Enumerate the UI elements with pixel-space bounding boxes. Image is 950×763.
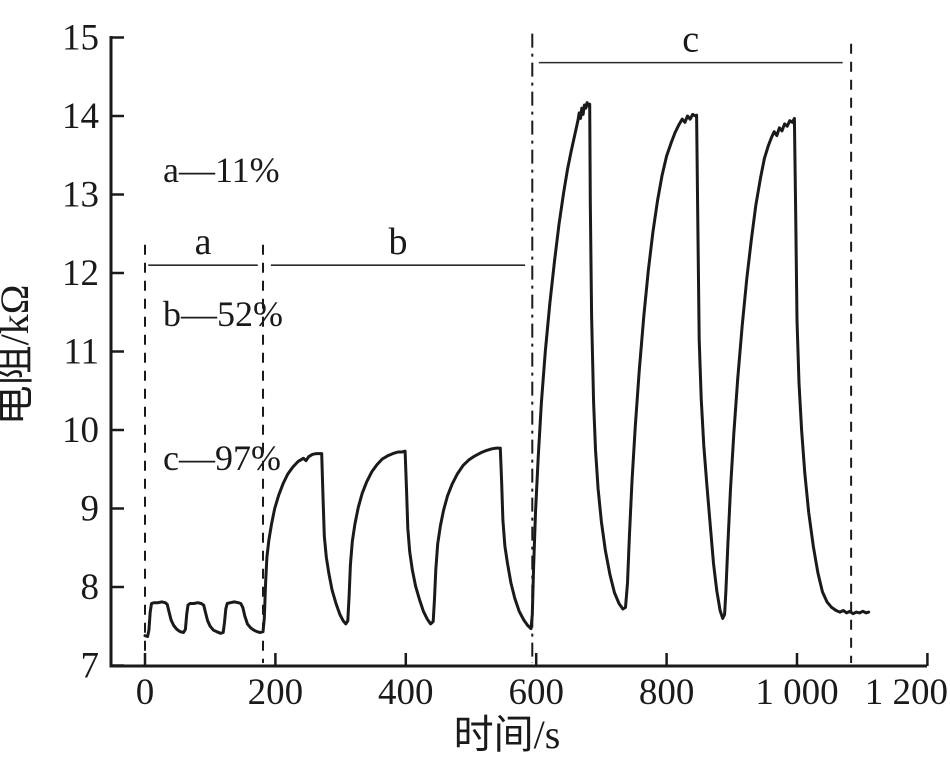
legend-entry-a: a—11% [163, 150, 280, 190]
region-label-c: c [682, 19, 699, 61]
y-axis-ticks [111, 36, 124, 667]
x-tick-label: 1 000 [755, 672, 838, 713]
y-tick-label: 15 [62, 18, 99, 59]
legend-entry-c: c—97% [163, 438, 281, 478]
x-tick-label: 1 200 [865, 672, 948, 713]
x-axis-title: 时间/s [454, 712, 561, 757]
y-tick-label: 7 [81, 646, 100, 687]
resistance-curve [143, 101, 871, 638]
data-series [143, 101, 871, 638]
legend: a—11% b—52% c—97% [163, 50, 283, 578]
x-axis-ticks [143, 653, 929, 666]
y-axis-tick-labels: 7 8 9 10 11 12 13 14 15 [62, 18, 99, 687]
x-axis-tick-labels: 0 200 400 600 800 1 000 1 200 [136, 672, 948, 713]
y-tick-label: 10 [62, 410, 99, 451]
y-tick-label: 14 [62, 96, 99, 137]
y-tick-label: 8 [81, 567, 100, 608]
y-tick-label: 12 [62, 253, 99, 294]
y-tick-label: 13 [62, 175, 99, 216]
x-tick-label: 400 [378, 672, 434, 713]
x-tick-label: 800 [639, 672, 695, 713]
region-label-b: b [388, 221, 407, 263]
x-tick-label: 600 [508, 672, 564, 713]
y-axis-title: 电阻/kΩ [0, 285, 37, 426]
y-tick-label: 11 [63, 332, 99, 373]
x-tick-label: 0 [136, 672, 155, 713]
y-tick-label: 9 [81, 489, 100, 530]
region-label-a: a [195, 221, 212, 263]
region-brackets: a b c [148, 19, 843, 266]
region-boundary-lines [144, 33, 853, 663]
x-tick-label: 200 [248, 672, 304, 713]
legend-entry-b: b—52% [163, 294, 283, 334]
